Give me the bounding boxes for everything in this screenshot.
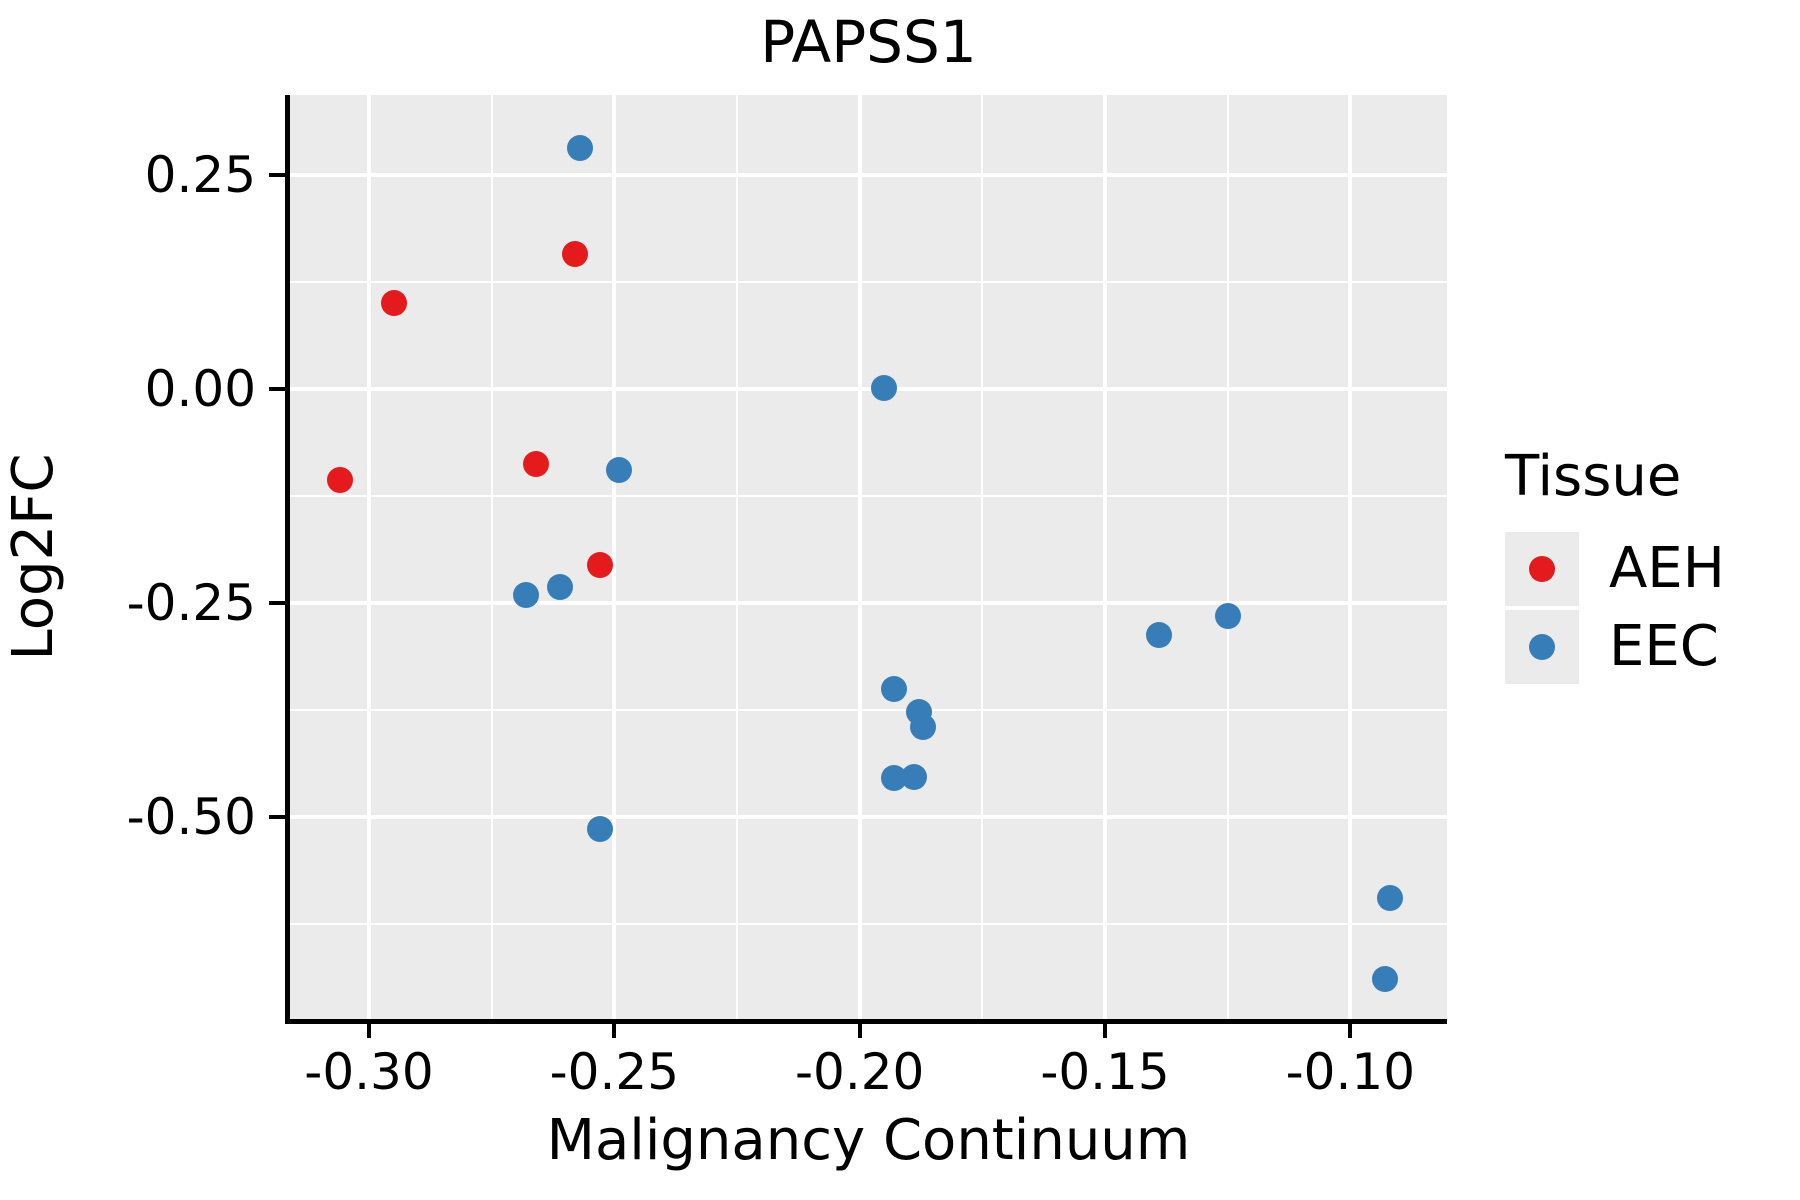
x-tick-label: -0.15 — [1040, 1043, 1170, 1101]
x-tick-mark — [1103, 1024, 1107, 1038]
y-tick-mark — [269, 601, 285, 605]
legend-title: Tissue — [1505, 444, 1682, 509]
major-gridline-y — [290, 601, 1447, 605]
data-point-eec — [566, 134, 593, 161]
legend-key-box — [1505, 610, 1579, 684]
legend-label-aeh: AEH — [1609, 536, 1725, 601]
major-gridline-x — [366, 95, 371, 1019]
data-point-aeh — [380, 290, 407, 317]
x-tick-label: -0.30 — [304, 1043, 434, 1101]
x-tick-mark — [1348, 1024, 1353, 1038]
y-tick-mark — [269, 387, 285, 392]
data-point-eec — [513, 582, 539, 609]
y-axis-title: Log2FC — [1, 453, 66, 661]
legend-label-eec: EEC — [1609, 614, 1719, 679]
data-point-aeh — [586, 552, 613, 579]
legend-entry-aeh: AEH — [1505, 532, 1725, 606]
aeh-marker-icon — [1529, 556, 1555, 582]
major-gridline-x — [612, 95, 617, 1019]
minor-gridline-y — [290, 922, 1447, 925]
minor-gridline-x — [490, 95, 493, 1019]
plot-panel — [290, 95, 1447, 1019]
y-tick-label: 0.25 — [144, 146, 256, 205]
major-gridline-x — [1103, 95, 1107, 1019]
data-point-eec — [1145, 621, 1172, 648]
data-point-aeh — [562, 240, 589, 267]
eec-marker-icon — [1529, 634, 1555, 660]
minor-gridline-x — [981, 95, 984, 1019]
data-point-eec — [586, 815, 613, 842]
x-axis-title: Malignancy Continuum — [546, 1108, 1191, 1173]
data-point-eec — [1214, 602, 1241, 629]
data-point-eec — [881, 676, 907, 703]
minor-gridline-y — [290, 495, 1447, 497]
x-tick-label: -0.25 — [549, 1043, 680, 1101]
major-gridline-y — [290, 814, 1447, 819]
chart-title: PAPSS1 — [760, 8, 977, 76]
x-tick-label: -0.20 — [794, 1043, 925, 1101]
minor-gridline-x — [1226, 95, 1229, 1019]
x-tick-mark — [857, 1024, 862, 1038]
major-gridline-y — [290, 173, 1447, 178]
major-gridline-x — [1348, 95, 1353, 1019]
data-point-eec — [900, 763, 927, 790]
data-point-aeh — [522, 451, 549, 478]
data-point-eec — [1376, 885, 1403, 912]
x-axis-spine — [285, 1019, 1447, 1024]
x-tick-mark — [612, 1024, 617, 1038]
major-gridline-y — [290, 387, 1447, 392]
minor-gridline-y — [290, 709, 1447, 711]
y-tick-label: 0.00 — [144, 360, 256, 419]
data-point-aeh — [326, 466, 353, 493]
minor-gridline-x — [736, 95, 738, 1019]
y-tick-mark — [269, 814, 285, 819]
data-point-eec — [871, 375, 898, 402]
data-point-eec — [606, 457, 633, 484]
data-point-eec — [1371, 965, 1398, 992]
y-tick-mark — [269, 173, 285, 178]
y-axis-spine — [285, 95, 290, 1024]
data-point-eec — [910, 714, 937, 741]
y-tick-label: -0.25 — [126, 574, 256, 632]
legend: Tissue AEH EEC — [1505, 442, 1725, 688]
legend-key-box — [1505, 532, 1579, 606]
minor-gridline-y — [290, 281, 1447, 284]
x-tick-mark — [366, 1024, 371, 1038]
x-tick-label: -0.10 — [1285, 1043, 1416, 1101]
major-gridline-x — [857, 95, 862, 1019]
legend-entry-eec: EEC — [1505, 610, 1725, 684]
y-tick-label: -0.50 — [126, 787, 256, 846]
data-point-eec — [547, 573, 574, 600]
